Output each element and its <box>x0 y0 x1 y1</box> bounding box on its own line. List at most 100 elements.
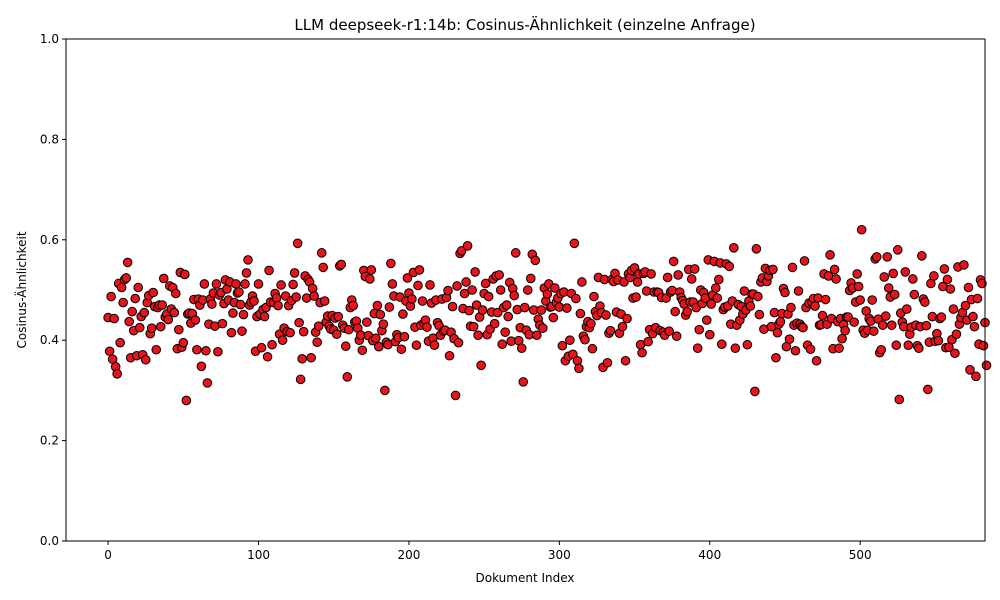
data-point <box>249 296 259 306</box>
data-point <box>106 291 116 302</box>
data-point <box>146 323 157 333</box>
y-tick-label: 0.6 <box>40 233 59 247</box>
data-point <box>489 318 500 329</box>
data-point <box>963 282 974 293</box>
data-point <box>622 313 632 324</box>
data-point <box>285 327 295 338</box>
x-tick-label: 500 <box>849 548 872 562</box>
data-point <box>876 344 887 355</box>
data-point <box>706 299 717 309</box>
data-point <box>825 250 835 260</box>
data-point <box>288 279 298 290</box>
data-point <box>522 285 533 295</box>
data-point <box>292 238 303 249</box>
x-tick-label: 200 <box>397 548 420 562</box>
data-point <box>894 394 905 405</box>
data-point <box>461 277 471 287</box>
data-point <box>312 337 322 348</box>
plot-area-frame <box>65 38 986 542</box>
data-point <box>309 291 319 301</box>
data-point <box>671 331 682 341</box>
data-point <box>365 274 375 284</box>
data-point <box>202 378 213 388</box>
data-point <box>668 256 679 267</box>
data-point <box>362 317 372 327</box>
data-point <box>525 273 536 284</box>
y-axis-ticks: 0.0 0.2 0.4 0.6 0.8 1.0 <box>40 32 66 548</box>
data-point <box>387 279 398 289</box>
data-point <box>468 321 479 332</box>
data-point <box>880 311 891 321</box>
data-point <box>829 264 840 275</box>
data-point <box>909 289 920 300</box>
data-point <box>889 289 900 300</box>
data-point <box>933 335 944 346</box>
data-point <box>234 287 244 297</box>
data-point <box>276 280 286 290</box>
data-point <box>477 305 488 315</box>
data-point <box>444 350 455 361</box>
data-point <box>901 304 912 314</box>
data-point <box>908 274 918 284</box>
data-point <box>228 308 238 318</box>
data-point <box>495 285 506 295</box>
data-point <box>536 305 547 315</box>
data-point <box>158 273 169 284</box>
data-point <box>538 323 548 333</box>
data-point <box>429 340 440 351</box>
data-point <box>264 265 274 276</box>
data-point <box>589 291 599 302</box>
data-point <box>414 265 425 275</box>
data-point <box>580 334 590 345</box>
data-point <box>411 340 422 351</box>
data-point <box>501 300 512 310</box>
data-point <box>471 300 482 310</box>
data-point <box>374 341 384 352</box>
data-point <box>871 252 882 262</box>
data-point <box>413 280 423 291</box>
data-point <box>787 262 798 273</box>
data-point <box>605 325 616 336</box>
x-axis-label: Dokument Index <box>476 571 575 585</box>
data-point <box>565 335 575 346</box>
data-point <box>530 255 541 266</box>
data-point <box>586 318 596 329</box>
data-point <box>231 279 241 289</box>
data-point <box>843 312 853 322</box>
data-point <box>298 326 309 337</box>
data-point <box>917 251 927 261</box>
data-point <box>689 264 700 274</box>
data-point <box>550 283 560 293</box>
data-point <box>366 265 377 275</box>
data-point <box>372 300 383 311</box>
x-tick-label: 300 <box>548 548 571 562</box>
data-point <box>877 320 888 330</box>
data-point <box>174 324 184 335</box>
data-point <box>805 344 816 355</box>
y-tick-label: 0.8 <box>40 132 59 146</box>
data-point <box>316 248 327 258</box>
data-point <box>742 339 753 350</box>
data-point <box>882 252 893 262</box>
data-point <box>888 268 899 279</box>
data-point <box>811 355 822 366</box>
data-point <box>226 327 237 338</box>
data-point <box>562 303 572 313</box>
data-point <box>291 292 301 302</box>
data-point <box>662 272 673 283</box>
data-point <box>977 278 987 289</box>
data-point <box>380 385 390 396</box>
data-point <box>297 353 307 364</box>
data-point <box>371 333 381 343</box>
data-point <box>587 343 598 354</box>
x-axis-ticks: 0 100 200 300 400 500 <box>104 541 872 562</box>
data-point <box>772 327 783 338</box>
data-point <box>891 340 902 351</box>
y-tick-label: 0.0 <box>40 534 59 548</box>
data-point <box>643 336 653 347</box>
data-point <box>181 395 192 406</box>
data-point <box>780 287 790 298</box>
data-point <box>196 361 207 372</box>
data-point <box>151 344 162 355</box>
data-point <box>682 306 692 317</box>
